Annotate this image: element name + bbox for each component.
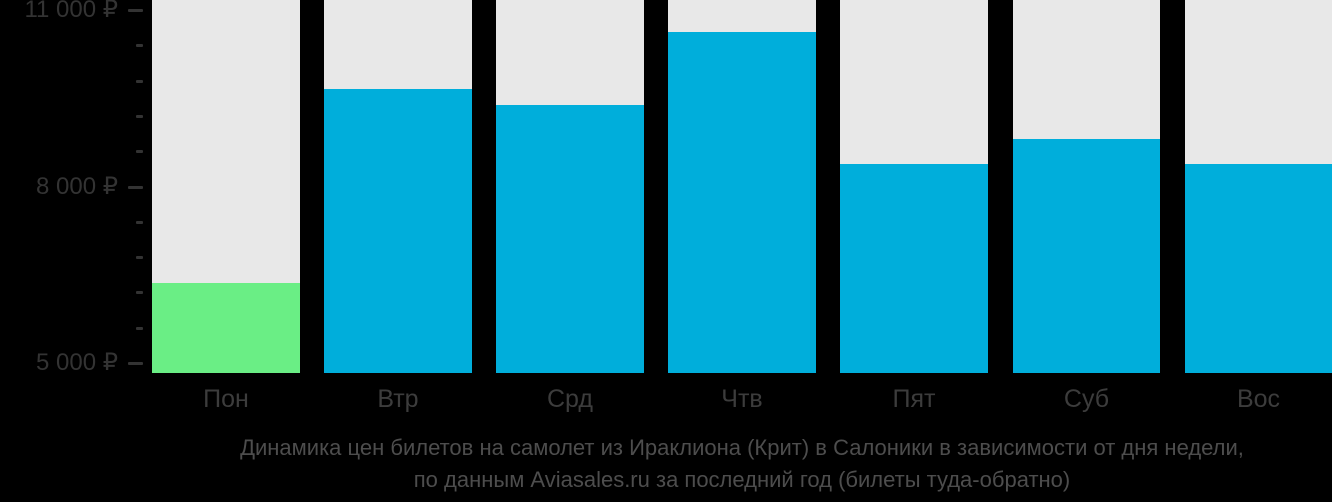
- x-axis-label: Пон: [203, 385, 249, 413]
- x-axis-label: Вос: [1236, 385, 1281, 413]
- x-axis-label: Втр: [377, 385, 419, 413]
- caption-line-1: Динамика цен билетов на самолет из Иракл…: [240, 435, 1244, 460]
- bar-втр[interactable]: [324, 89, 472, 373]
- y-axis-label: 11 000 ₽: [24, 0, 118, 23]
- bar-вос[interactable]: [1185, 164, 1332, 373]
- chart-caption: Динамика цен билетов на самолет из Иракл…: [152, 432, 1332, 496]
- y-axis-tick-minor: [136, 150, 143, 153]
- y-axis-tick-minor: [136, 327, 143, 330]
- x-axis-label: Суб: [1063, 385, 1110, 413]
- y-axis-tick-major: [128, 9, 143, 12]
- y-axis-tick-minor: [136, 115, 143, 118]
- bar-срд[interactable]: [496, 105, 644, 373]
- bar-пон[interactable]: [152, 283, 300, 373]
- y-axis-tick-minor: [136, 256, 143, 259]
- y-axis-tick-major: [128, 362, 143, 365]
- bar-чтв[interactable]: [668, 32, 816, 373]
- x-axis-label: Пят: [892, 385, 936, 413]
- y-axis-label: 8 000 ₽: [36, 173, 118, 200]
- x-axis-label: Чтв: [721, 385, 763, 413]
- y-axis-tick-minor: [136, 221, 143, 224]
- y-axis-tick-major: [128, 186, 143, 189]
- x-axis-label: Срд: [547, 385, 593, 413]
- bar-пят[interactable]: [840, 164, 988, 373]
- plot-area: 5 000 ₽ 8 000 ₽ 11 000 ₽: [24, 0, 1332, 376]
- caption-line-2: по данным Aviasales.ru за последний год …: [413, 467, 1071, 492]
- y-axis-label: 5 000 ₽: [36, 349, 118, 376]
- y-axis-tick-minor: [136, 44, 143, 47]
- y-axis-tick-minor: [136, 80, 143, 83]
- bar-суб[interactable]: [1013, 139, 1160, 373]
- y-axis-tick-minor: [136, 291, 143, 294]
